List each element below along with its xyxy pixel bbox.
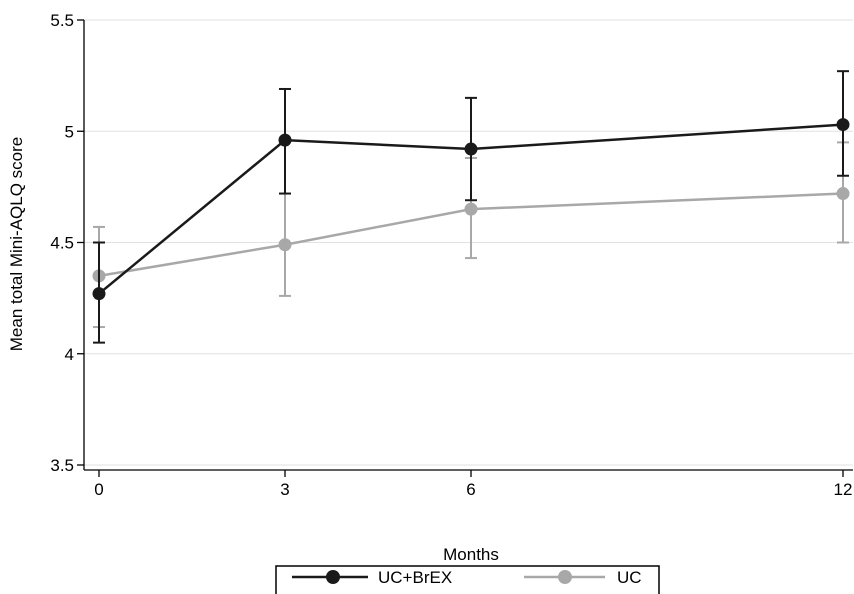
data-point — [278, 238, 292, 252]
y-tick-label: 4.5 — [50, 234, 74, 253]
y-tick-label: 5.5 — [50, 11, 74, 30]
y-axis-title: Mean total Mini-AQLQ score — [7, 137, 26, 351]
legend: UC+BrEX UC — [275, 565, 660, 594]
series-line — [98, 123, 844, 295]
y-tick-label: 3.5 — [50, 456, 74, 475]
x-tick-label: 0 — [94, 480, 103, 499]
y-tick-label: 5 — [65, 122, 74, 141]
y-tick-label: 4 — [65, 345, 74, 364]
data-point — [464, 142, 478, 156]
x-tick-label: 3 — [280, 480, 289, 499]
legend-label: UC — [617, 568, 642, 587]
legend-swatch-marker — [326, 570, 340, 584]
data-point — [278, 133, 292, 147]
gridlines — [84, 19, 853, 466]
x-tick-label: 6 — [466, 480, 475, 499]
legend-entry-2: UC — [524, 568, 642, 587]
series-1 — [92, 70, 850, 344]
legend-entry-1: UC+BrEX — [292, 568, 452, 587]
data-point — [836, 118, 850, 132]
data-point — [92, 287, 106, 301]
series-line — [98, 192, 844, 278]
data-point — [836, 187, 850, 201]
legend-label: UC+BrEX — [378, 568, 452, 587]
series-layer — [92, 70, 850, 344]
data-point — [464, 202, 478, 216]
x-axis-title: Months — [443, 545, 499, 564]
x-axis-ticks: 0 3 6 12 — [94, 470, 852, 499]
x-tick-label: 12 — [834, 480, 853, 499]
legend-box — [275, 565, 660, 594]
legend-swatch-marker — [558, 570, 572, 584]
y-axis-ticks: 3.5 4 4.5 5 5.5 — [50, 11, 84, 475]
